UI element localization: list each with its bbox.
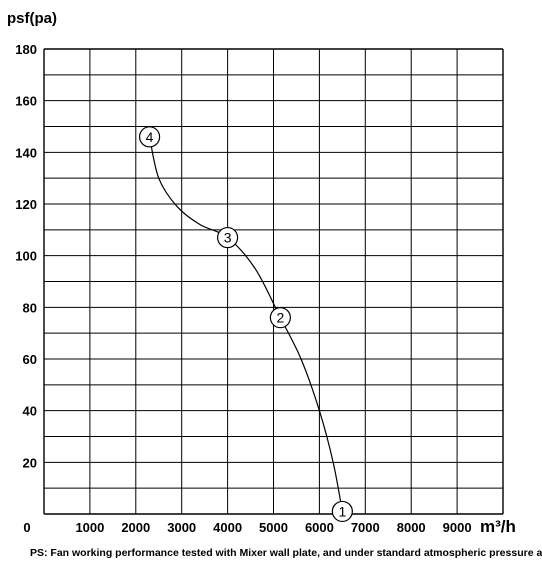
x-tick-label: 2000 bbox=[121, 520, 150, 535]
x-tick-label: 0 bbox=[23, 520, 30, 535]
y-tick-label: 140 bbox=[15, 145, 37, 160]
x-tick-label: 8000 bbox=[397, 520, 426, 535]
marker-circle bbox=[217, 226, 239, 249]
curve-marker-4: 4 bbox=[138, 126, 161, 148]
y-tick-label: 80 bbox=[23, 300, 37, 315]
marker-label: 2 bbox=[276, 310, 284, 326]
grid bbox=[43, 48, 504, 515]
x-tick-label: 6000 bbox=[305, 520, 334, 535]
marker-circle bbox=[269, 307, 291, 329]
x-tick-label: 5000 bbox=[259, 520, 288, 535]
y-axis-label: psf(pa) bbox=[7, 10, 57, 27]
x-tick-label: 7000 bbox=[351, 520, 380, 535]
marker-label: 3 bbox=[224, 230, 232, 246]
marker-label: 1 bbox=[338, 503, 346, 519]
x-tick-label: 1000 bbox=[75, 520, 104, 535]
y-tick-label: 100 bbox=[15, 249, 37, 264]
marker-circle bbox=[331, 500, 353, 523]
y-tick-label: 40 bbox=[23, 404, 37, 419]
curve-marker-2: 2 bbox=[269, 307, 291, 329]
marker-circle bbox=[138, 126, 161, 148]
curve-marker-3: 3 bbox=[217, 226, 239, 249]
y-tick-label: 20 bbox=[23, 455, 37, 470]
x-axis-label: m³/h bbox=[480, 517, 516, 536]
x-tick-label: 4000 bbox=[213, 520, 242, 535]
y-tick-label: 120 bbox=[15, 197, 37, 212]
y-tick-label: 180 bbox=[15, 42, 37, 57]
x-tick-label: 3000 bbox=[167, 520, 196, 535]
x-tick-label: 9000 bbox=[443, 520, 472, 535]
y-tick-label: 60 bbox=[23, 352, 37, 367]
x-tick-labels: 0 1000 2000 3000 4000 5000 6000 7000 8000 9000 bbox=[23, 520, 471, 535]
performance-curve bbox=[148, 136, 343, 512]
test-condition-note: PS: Fan working performance tested with … bbox=[30, 547, 542, 559]
y-tick-labels: 20 40 60 80 100 120 140 160 180 bbox=[15, 42, 37, 470]
curve-markers: 1 2 3 4 bbox=[138, 126, 353, 523]
y-tick-label: 160 bbox=[15, 94, 37, 109]
curve-marker-1: 1 bbox=[331, 500, 353, 523]
marker-label: 4 bbox=[146, 129, 154, 145]
